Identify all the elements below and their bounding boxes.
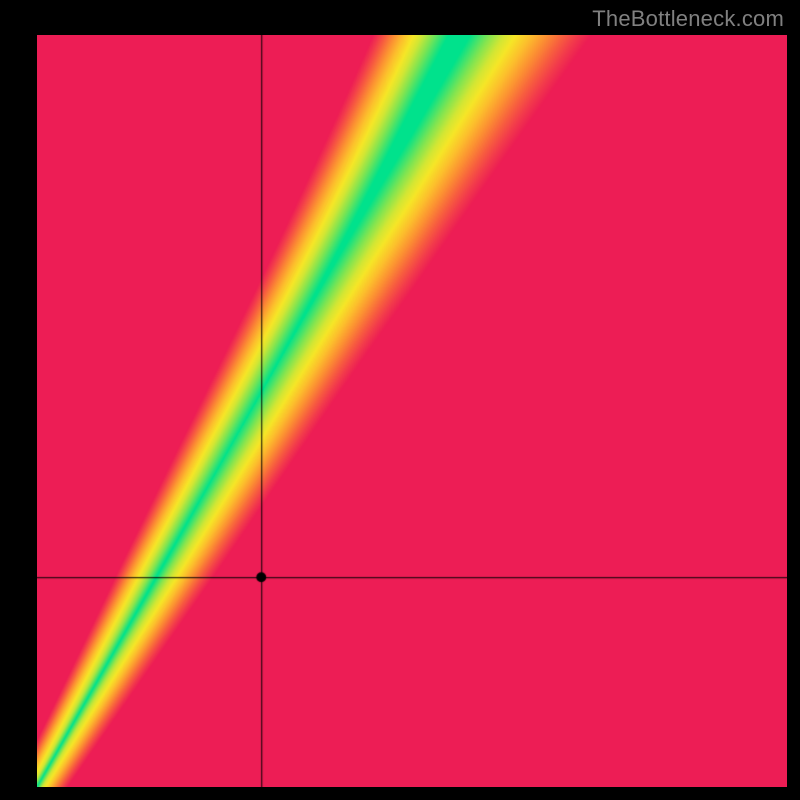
watermark-text: TheBottleneck.com [592, 6, 784, 32]
chart-frame: { "watermark": { "text": "TheBottleneck.… [0, 0, 800, 800]
heatmap-canvas [37, 35, 787, 787]
heatmap-plot [37, 35, 787, 787]
